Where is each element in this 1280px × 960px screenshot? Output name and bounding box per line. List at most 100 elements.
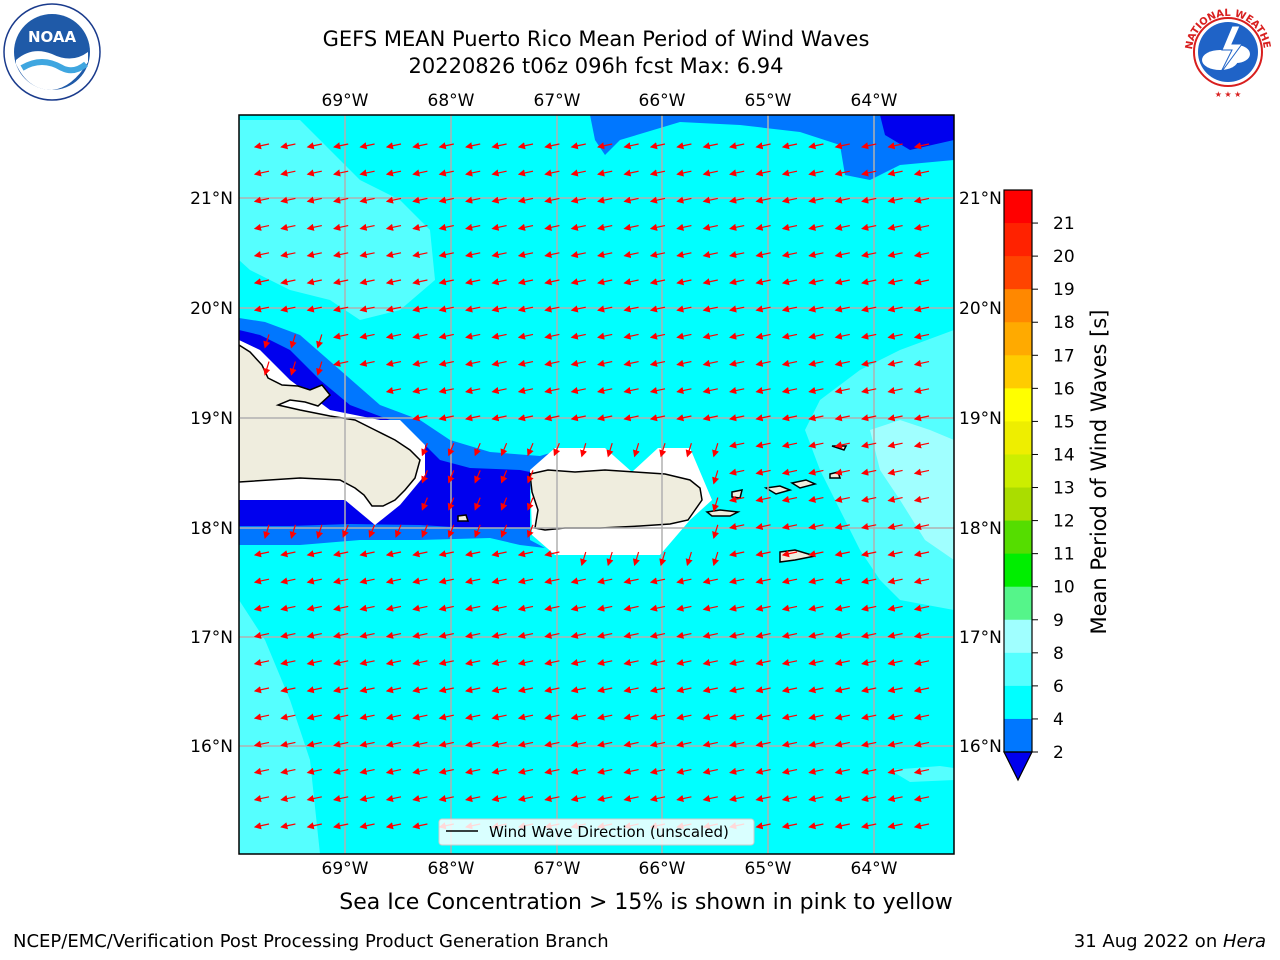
wind-arrow (808, 631, 824, 639)
wind-arrow (913, 795, 930, 803)
wind-arrow (834, 713, 850, 721)
wind-arrow (861, 414, 877, 422)
wind-arrow (649, 332, 666, 340)
wind-arrow (385, 795, 402, 803)
colorbar-segment (1004, 520, 1032, 555)
wind-arrow (808, 577, 824, 585)
wind-arrow (412, 822, 428, 830)
hispaniola-land (239, 344, 421, 507)
wind-arrow (517, 169, 534, 177)
mid-blue-band-north (590, 115, 954, 180)
wind-arrow (474, 442, 481, 457)
wind-arrow (729, 332, 745, 340)
colorbar-tick-label: 13 (1053, 479, 1075, 499)
wind-arrow (649, 686, 666, 694)
wind-arrow (623, 387, 639, 395)
wind-arrow (289, 524, 297, 539)
wind-arrow (623, 604, 639, 612)
wind-arrow (702, 577, 718, 585)
wind-arrow (438, 251, 454, 259)
wind-arrow (280, 251, 296, 259)
wind-arrow (333, 713, 349, 721)
wind-arrow (570, 251, 586, 259)
wind-arrow (253, 822, 270, 830)
wind-arrow (623, 414, 639, 422)
wind-arrow (253, 142, 270, 150)
wind-arrow (597, 740, 613, 748)
wind-arrow (438, 604, 454, 612)
wind-arrow (500, 497, 508, 511)
wind-arrow (570, 142, 586, 150)
wind-arrow (755, 278, 771, 286)
wind-arrow (316, 334, 324, 349)
wind-arrow (306, 713, 322, 721)
wind-arrow (702, 713, 718, 721)
wind-arrow (755, 142, 771, 150)
lat-tick-label: 21°N (959, 189, 1002, 209)
wind-arrow (834, 142, 850, 150)
wind-arrow (887, 495, 903, 503)
wind-arrow (755, 359, 771, 367)
wind-arrow (729, 278, 745, 286)
wind-arrow (438, 577, 454, 585)
wind-arrow (474, 524, 481, 538)
wind-arrow (385, 767, 402, 775)
wind-arrow (438, 631, 454, 639)
wind-arrow (597, 631, 613, 639)
wind-arrow (702, 767, 718, 775)
wind-arrow (887, 822, 903, 830)
colorbar-segment (1004, 355, 1032, 389)
wind-arrow (913, 523, 930, 531)
wind-arrow (649, 169, 666, 177)
wind-arrow (834, 795, 850, 803)
wind-arrow (781, 305, 798, 313)
wind-arrow (597, 767, 613, 775)
wind-arrow (412, 577, 428, 585)
wind-arrow (465, 604, 481, 612)
wind-arrow (385, 631, 402, 639)
sea-ice-note: Sea Ice Concentration > 15% is shown in … (339, 890, 953, 915)
wind-arrow (606, 551, 614, 567)
wind-arrow (544, 659, 560, 667)
wind-arrow (913, 577, 930, 585)
wind-arrow (755, 767, 771, 775)
wind-arrow (676, 278, 692, 286)
wind-arrow (781, 550, 798, 558)
colorbar-frame (1003, 189, 1033, 753)
wind-arrow (606, 443, 614, 458)
wind-arrow (834, 468, 850, 476)
wind-arrow (517, 550, 534, 558)
wind-arrow (623, 196, 639, 204)
wind-arrow (861, 196, 877, 204)
wind-arrow (544, 387, 560, 395)
wind-arrow (597, 142, 613, 150)
wind-arrow (517, 631, 534, 639)
wind-arrow (412, 387, 428, 395)
wind-arrow (491, 196, 507, 204)
wind-arrow (306, 196, 322, 204)
wind-arrow (412, 251, 428, 259)
wind-arrow (412, 278, 428, 286)
wind-arrow (755, 740, 771, 748)
lon-tick-label: 68°W (428, 859, 475, 879)
wind-arrow (438, 713, 454, 721)
wind-arrow (729, 767, 745, 775)
wind-arrow (306, 822, 322, 830)
wind-arrow (421, 442, 429, 457)
wind-arrow (544, 359, 560, 367)
wind-arrow (359, 251, 375, 259)
wind-arrow (385, 577, 402, 585)
wind-arrow (702, 414, 718, 422)
wind-arrow (412, 631, 428, 639)
wind-arrow (676, 142, 692, 150)
wind-arrow (544, 795, 560, 803)
wind-arrow (729, 795, 745, 803)
wind-arrow (421, 497, 429, 511)
wind-arrow (649, 359, 666, 367)
colorbar-tick-label: 17 (1053, 346, 1075, 366)
wind-arrow (333, 577, 349, 585)
wind-arrow (676, 332, 692, 340)
wind-arrow (465, 740, 481, 748)
colorbar-tick-label: 11 (1053, 545, 1075, 565)
wind-arrow (781, 414, 798, 422)
